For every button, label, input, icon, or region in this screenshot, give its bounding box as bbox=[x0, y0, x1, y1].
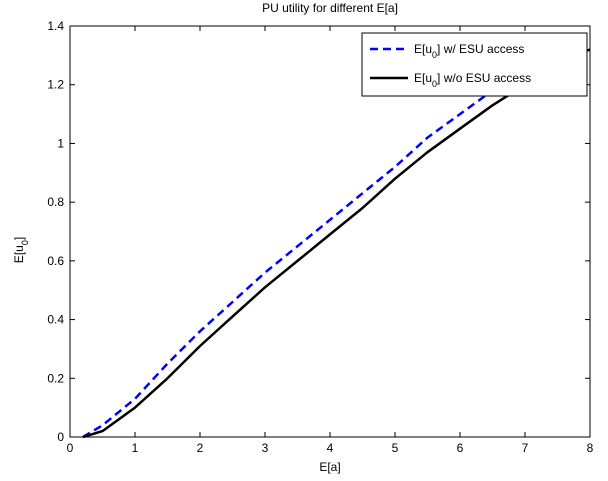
x-tick-label: 4 bbox=[327, 441, 334, 455]
y-tick-label: 0.2 bbox=[47, 371, 64, 385]
chart-title: PU utility for different E[a] bbox=[262, 1, 398, 15]
y-tick-label: 0.4 bbox=[47, 313, 64, 327]
x-tick-label: 5 bbox=[392, 441, 399, 455]
x-tick-label: 3 bbox=[262, 441, 269, 455]
x-tick-label: 2 bbox=[197, 441, 204, 455]
x-tick-label: 1 bbox=[132, 441, 139, 455]
x-tick-label: 7 bbox=[522, 441, 529, 455]
y-axis-label: E[u0] bbox=[12, 237, 30, 263]
series-line-2 bbox=[82, 48, 591, 439]
y-tick-label: 0 bbox=[57, 430, 64, 444]
y-tick-label: 1 bbox=[57, 136, 64, 150]
y-tick-label: 1.2 bbox=[47, 78, 64, 92]
x-tick-label: 0 bbox=[67, 441, 74, 455]
y-tick-label: 0.8 bbox=[47, 195, 64, 209]
y-tick-label: 0.6 bbox=[47, 254, 64, 268]
plot-area: 0 1 2 3 4 5 6 7 8 0 0.2 0.4 0.6 0.8 1 1.2 1.4 E[u0] w/ ES… bbox=[47, 19, 593, 455]
y-tick-label: 1.4 bbox=[47, 19, 64, 33]
x-axis-label: E[a] bbox=[319, 460, 340, 474]
legend-label-2: E[u0] w/o ESU access bbox=[414, 71, 531, 89]
x-tick-label: 8 bbox=[587, 441, 594, 455]
x-tick-label: 6 bbox=[457, 441, 464, 455]
legend-label-1: E[u0] w/ ESU access bbox=[414, 42, 524, 60]
legend-box bbox=[361, 32, 588, 97]
